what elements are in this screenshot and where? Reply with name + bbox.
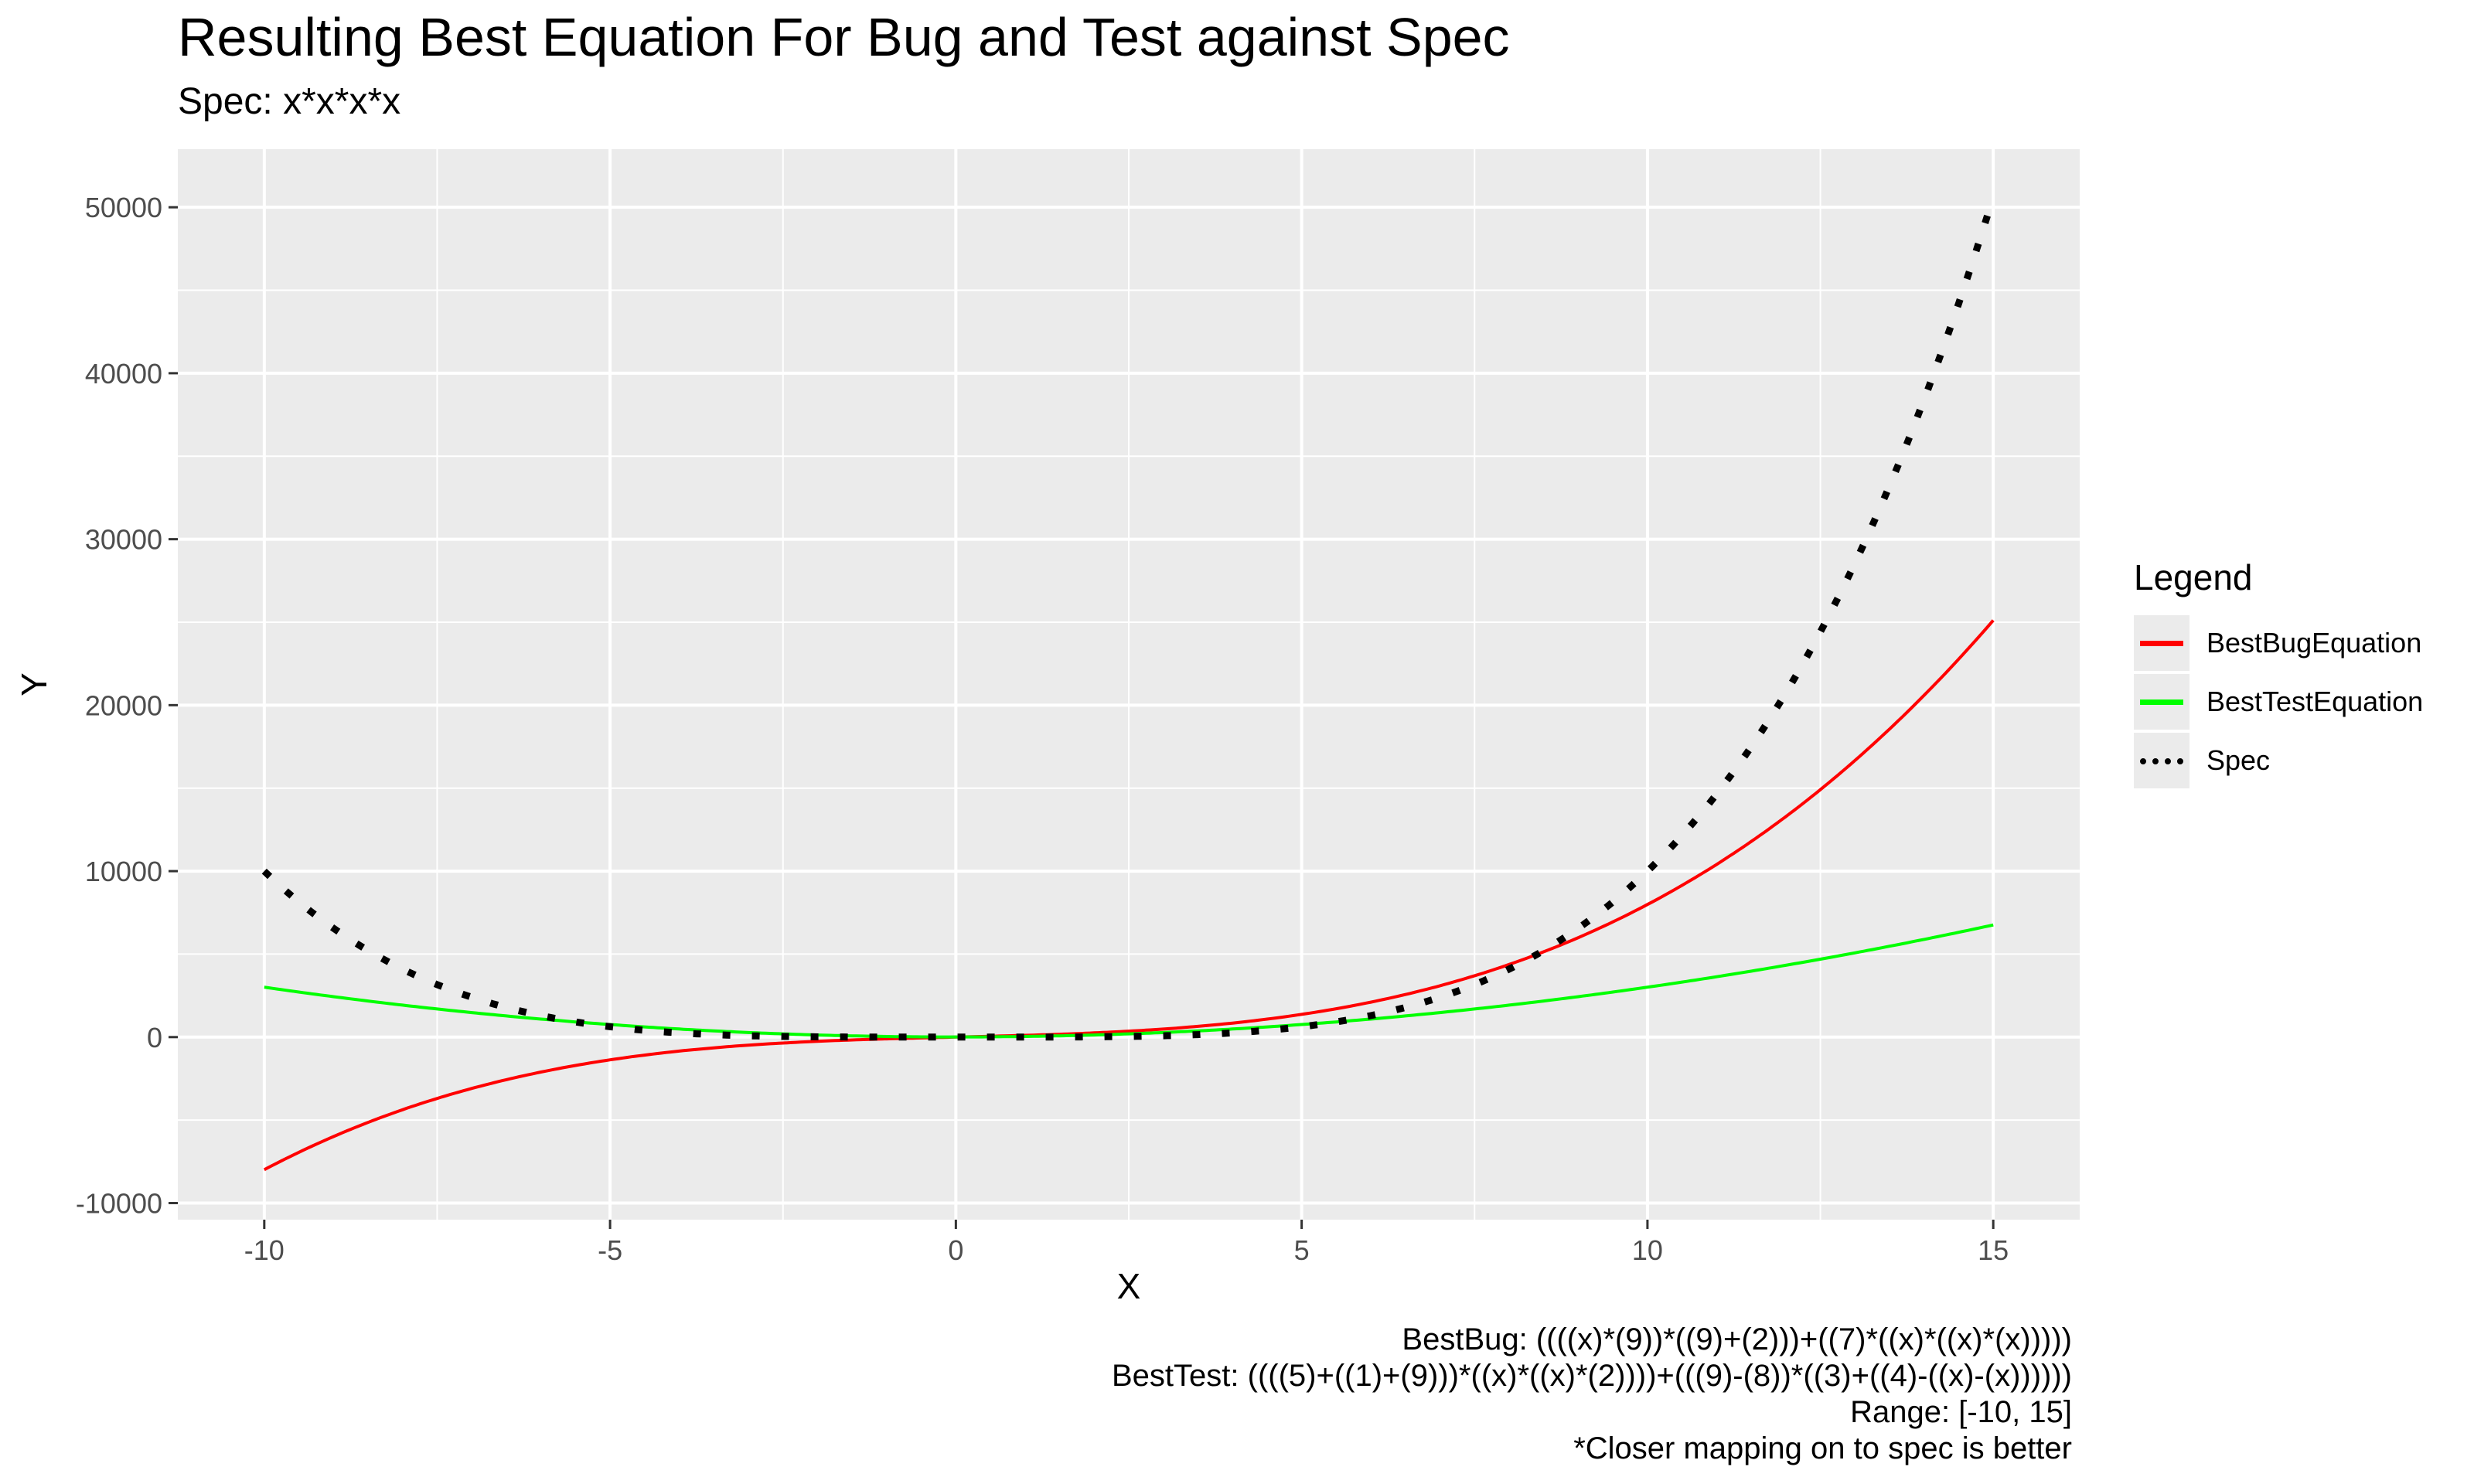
- chart-subtitle: Spec: x*x*x*x: [178, 81, 401, 122]
- caption-note: *Closer mapping on to spec is better: [1573, 1431, 2072, 1465]
- series-line-spec: [261, 196, 1997, 1041]
- grid-major: [178, 149, 2080, 1220]
- x-tick-label: 15: [1978, 1234, 2009, 1266]
- legend-label-bestbug: BestBugEquation: [2206, 627, 2422, 659]
- legend-key-bestbug: [2134, 615, 2189, 671]
- caption-range: Range: [-10, 15]: [1850, 1395, 2072, 1429]
- y-tick-label: 10000: [85, 856, 162, 887]
- legend-label-besttest: BestTestEquation: [2206, 686, 2424, 717]
- legend-title: Legend: [2134, 557, 2253, 597]
- y-tick-label: 50000: [85, 192, 162, 223]
- x-tick-label: 5: [1294, 1234, 1310, 1266]
- legend-key-spec: [2134, 733, 2189, 788]
- series-layer: [261, 196, 1997, 1172]
- x-tick-label: 0: [948, 1234, 963, 1266]
- y-tick-label: -10000: [76, 1188, 162, 1220]
- legend-key-besttest: [2134, 674, 2189, 730]
- x-axis-title: X: [1117, 1266, 1141, 1306]
- caption-bestbug: BestBug: ((((x)*(9))*((9)+(2)))+((7)*((x…: [1402, 1322, 2072, 1356]
- legend: Legend BestBugEquation BestTestEquation …: [2134, 556, 2423, 790]
- legend-label-spec: Spec: [2206, 744, 2271, 776]
- x-tick-label: -5: [598, 1234, 622, 1266]
- x-tick-label: 10: [1632, 1234, 1663, 1266]
- chart-title: Resulting Best Equation For Bug and Test…: [178, 7, 1510, 67]
- y-axis-title: Y: [14, 672, 54, 696]
- legend-item-bestbug: BestBugEquation: [2134, 614, 2423, 672]
- series-line-bestbugequation: [263, 619, 1995, 1172]
- grid-minor: [178, 149, 2080, 1220]
- y-tick-label: 0: [147, 1022, 162, 1053]
- caption-besttest: BestTest: ((((5)+((1)+(9)))*((x)*((x)*(2…: [1112, 1359, 2072, 1393]
- x-tick-label: -10: [244, 1234, 285, 1266]
- y-tick-label: 20000: [85, 689, 162, 721]
- legend-item-besttest: BestTestEquation: [2134, 672, 2423, 731]
- y-tick-label: 30000: [85, 524, 162, 556]
- legend-item-spec: Spec: [2134, 731, 2423, 790]
- axes-layer: -10 -5 0 5 10 15 -10000 0 10000 20000 30000 40000 50…: [76, 192, 2009, 1266]
- y-tick-label: 40000: [85, 358, 162, 390]
- chart-caption: BestBug: ((((x)*(9))*((9)+(2)))+((7)*((x…: [1112, 1322, 2072, 1467]
